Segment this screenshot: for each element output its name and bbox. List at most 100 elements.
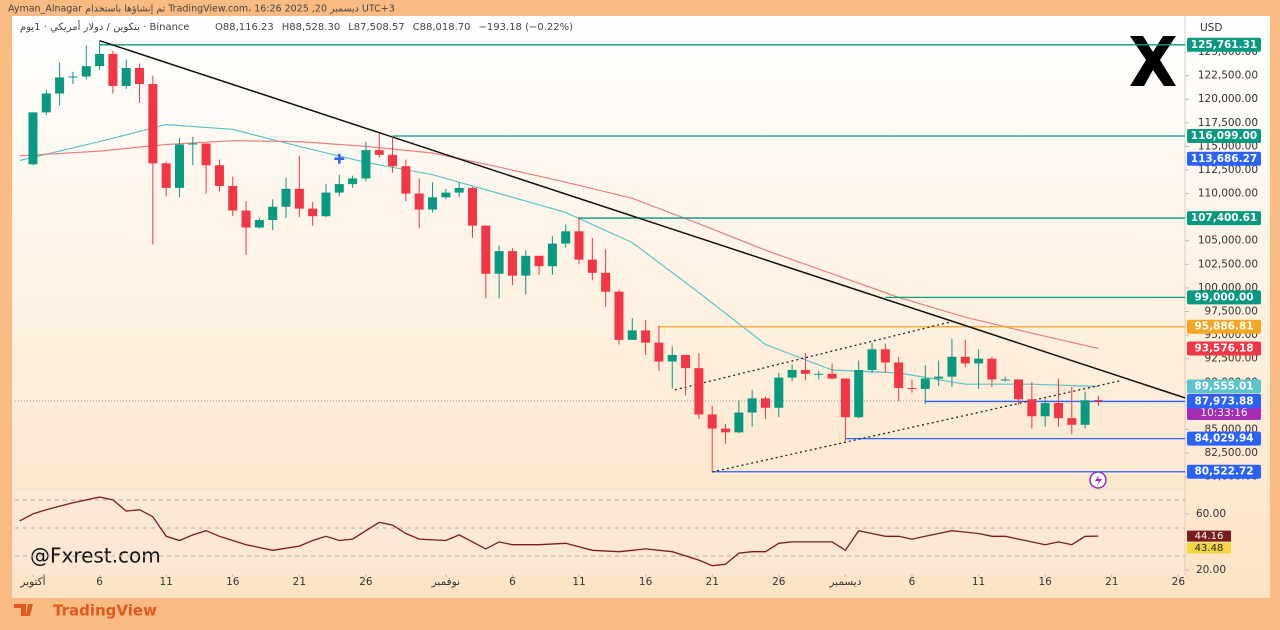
price-label: 113,686.27 — [1191, 153, 1257, 165]
candle-body — [174, 144, 184, 188]
price-label-bg — [1187, 341, 1261, 356]
price-label-bg — [1187, 319, 1261, 334]
y-tick-label: 110,000.00 — [1198, 188, 1258, 200]
trendline — [99, 39, 1186, 399]
candle-body — [974, 358, 984, 364]
candle-body — [747, 398, 757, 413]
price-label: 99,000.00 — [1194, 291, 1253, 303]
currency: USD — [1200, 22, 1222, 34]
candle-body — [454, 187, 464, 193]
candle-body — [135, 68, 145, 85]
candle-body — [188, 143, 198, 145]
moving-average — [19, 123, 1099, 388]
candle-body — [587, 259, 597, 273]
candle-body — [121, 68, 131, 86]
ohlc-value: H88,528.30 — [282, 22, 340, 33]
trendline — [674, 321, 951, 391]
x-tick-label: 26 — [772, 576, 786, 588]
candle-body — [348, 178, 358, 185]
candle-body — [920, 378, 930, 389]
candle-body — [694, 368, 704, 415]
candle-body — [148, 84, 158, 164]
price-label-bg — [1187, 211, 1261, 226]
x-tick-label: ديسمبر — [828, 576, 861, 588]
candle-body — [68, 76, 78, 78]
candle-body — [428, 197, 438, 210]
x-tick-label: 26 — [1172, 576, 1186, 588]
candle-body — [308, 208, 318, 217]
x-tick-label: 16 — [639, 576, 653, 588]
watermark-line: Ayman_Alnagar تم إنشاؤها باستخدام Tradin… — [8, 4, 395, 15]
candle-body — [1040, 403, 1050, 417]
candle-body — [960, 356, 970, 364]
candle-body — [521, 255, 531, 276]
moving-average — [19, 140, 1099, 350]
x-tick-label: 6 — [509, 576, 516, 588]
price-label: 80,522.72 — [1194, 466, 1253, 478]
candle-body — [95, 53, 105, 67]
ohlc-value: L87,508.57 — [348, 22, 404, 33]
candle-body — [1093, 400, 1103, 402]
price-label: 89,555.01 — [1194, 380, 1253, 392]
x-tick-label: 6 — [96, 576, 103, 588]
candle-body — [241, 210, 251, 228]
x-tick-label: 11 — [159, 576, 172, 588]
candle-body — [55, 77, 65, 94]
candle-body — [1000, 379, 1010, 381]
candle-body — [880, 349, 890, 363]
price-label: 125,761.31 — [1191, 39, 1257, 51]
x-tick-label: 16 — [226, 576, 240, 588]
candle-body — [574, 231, 584, 260]
x-tick-label: 6 — [909, 576, 916, 588]
y-tick-label: 122,500.00 — [1198, 70, 1258, 82]
candle-body — [1067, 418, 1077, 425]
candle-body — [654, 342, 664, 362]
candle-body — [854, 370, 864, 418]
candle-body — [81, 66, 91, 77]
candle-body — [414, 193, 424, 210]
tradingview-logo — [14, 604, 33, 616]
brand: TradingView — [53, 602, 157, 620]
candle-body — [401, 166, 411, 194]
y-tick-label: 82,500.00 — [1205, 447, 1258, 459]
price-label-bg — [1187, 379, 1261, 394]
candle-body — [467, 187, 477, 226]
candle-body — [601, 272, 611, 292]
candle-body — [800, 370, 810, 374]
candle-body — [947, 356, 957, 377]
ohlc-value: −193.18 (−0.22%) — [479, 22, 574, 33]
x-tick-label: 21 — [293, 576, 306, 588]
x-tick-label: 11 — [572, 576, 585, 588]
price-label-bg — [1187, 290, 1261, 305]
symbol-line: بتكوين / دولار أمريكي · 1يوم · Binance — [20, 20, 190, 33]
price-label: 107,400.61 — [1191, 212, 1257, 224]
rsi-label-bg — [1187, 542, 1231, 554]
candle-body — [760, 398, 770, 408]
candle-body — [334, 184, 344, 193]
candle-body — [734, 412, 744, 433]
candle-body — [41, 93, 51, 113]
price-label: 87,973.88 — [1194, 395, 1253, 407]
candle-body — [774, 377, 784, 408]
candle-body — [627, 330, 637, 340]
candle-body — [1027, 399, 1037, 417]
rsi-pane — [15, 490, 1185, 575]
brand-logo — [1130, 36, 1176, 86]
price-label-bg — [1187, 394, 1261, 409]
candle-body — [641, 330, 651, 343]
candle-body — [867, 349, 877, 371]
candle-body — [547, 243, 557, 267]
candle-body — [388, 154, 398, 167]
candle-body — [228, 185, 238, 211]
ohlc-value: O88,116.23 — [215, 22, 274, 33]
candle-body — [934, 376, 944, 379]
y-tick-label: 117,500.00 — [1198, 117, 1258, 129]
candle-body — [987, 358, 997, 380]
x-tick-label: 21 — [1105, 576, 1118, 588]
y-tick-label: 115,000.00 — [1198, 140, 1258, 152]
x-tick-label: 11 — [972, 576, 985, 588]
rsi-label: 44.16 — [1195, 531, 1224, 542]
candle-body — [361, 150, 371, 179]
y-tick-label: 102,500.00 — [1198, 258, 1258, 270]
candle-body — [161, 163, 171, 188]
